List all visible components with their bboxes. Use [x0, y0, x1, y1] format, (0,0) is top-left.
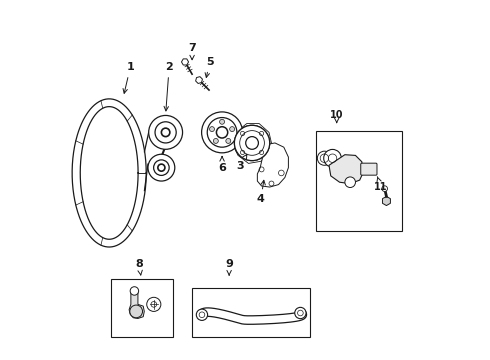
Polygon shape: [129, 291, 144, 319]
Text: 8: 8: [135, 259, 143, 275]
Polygon shape: [196, 77, 202, 84]
Text: 10: 10: [330, 110, 343, 123]
Circle shape: [210, 127, 215, 131]
Circle shape: [324, 149, 342, 167]
Circle shape: [130, 305, 143, 318]
Text: 11: 11: [374, 177, 388, 192]
Circle shape: [318, 151, 331, 165]
Text: 5: 5: [205, 57, 214, 77]
Polygon shape: [234, 123, 271, 163]
Circle shape: [213, 139, 219, 143]
Circle shape: [382, 186, 388, 192]
Circle shape: [148, 154, 175, 181]
Circle shape: [130, 287, 139, 295]
Circle shape: [226, 139, 231, 143]
Circle shape: [234, 125, 270, 161]
FancyBboxPatch shape: [361, 163, 377, 175]
Polygon shape: [181, 59, 189, 65]
Circle shape: [295, 307, 306, 319]
Text: 1: 1: [123, 62, 134, 93]
Circle shape: [147, 297, 161, 311]
Text: 4: 4: [257, 180, 266, 204]
Text: 7: 7: [188, 43, 196, 60]
Polygon shape: [257, 143, 289, 187]
Circle shape: [201, 112, 243, 153]
Polygon shape: [383, 197, 391, 206]
Circle shape: [345, 177, 355, 188]
Text: 2: 2: [164, 62, 173, 111]
Text: 3: 3: [236, 154, 247, 171]
Circle shape: [196, 309, 208, 320]
Circle shape: [234, 125, 270, 161]
Circle shape: [220, 119, 224, 124]
Circle shape: [148, 116, 183, 149]
Polygon shape: [329, 155, 363, 184]
Text: 6: 6: [218, 157, 226, 173]
Circle shape: [230, 127, 235, 131]
Text: 9: 9: [225, 259, 233, 275]
